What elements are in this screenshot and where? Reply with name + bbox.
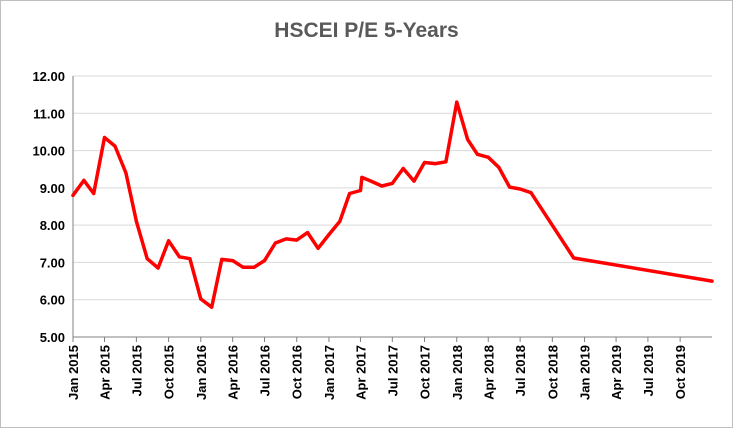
y-tick-label: 12.00 xyxy=(32,69,65,84)
axes xyxy=(72,76,712,342)
series-line xyxy=(71,100,714,309)
x-tick-label: Jan 2017 xyxy=(322,345,337,400)
data-point xyxy=(412,179,416,183)
y-tick-label: 9.00 xyxy=(40,181,65,196)
data-point xyxy=(273,241,277,245)
x-tick-label: Oct 2015 xyxy=(162,345,177,399)
data-point xyxy=(433,162,437,166)
data-point xyxy=(475,152,480,156)
data-point xyxy=(210,305,214,309)
x-tick-label: Oct 2018 xyxy=(545,345,560,399)
data-point xyxy=(508,185,512,189)
data-point xyxy=(401,166,405,171)
data-point xyxy=(188,257,192,261)
data-point xyxy=(295,238,299,242)
data-point xyxy=(529,191,533,195)
x-tick-label: Apr 2019 xyxy=(609,345,624,400)
x-tick-label: Jan 2018 xyxy=(450,345,465,400)
data-point xyxy=(369,179,373,183)
y-tick-label: 7.00 xyxy=(40,255,65,270)
data-point xyxy=(360,175,364,180)
data-point xyxy=(113,144,117,148)
data-point xyxy=(358,188,363,193)
data-point xyxy=(145,257,149,261)
data-point xyxy=(284,237,288,241)
data-point xyxy=(177,255,182,259)
data-point xyxy=(305,231,310,235)
data-point xyxy=(220,257,224,262)
chart-title: HSCEI P/E 5-Years xyxy=(274,19,459,42)
data-point xyxy=(348,191,352,196)
data-point xyxy=(497,165,501,169)
data-point xyxy=(455,100,459,104)
data-point xyxy=(199,297,203,301)
data-point xyxy=(380,184,384,188)
data-point xyxy=(82,178,86,182)
x-tick-labels: Jan 2015 Apr 2015 Jul 2015 Oct 2015 Jan 2016… xyxy=(66,345,688,400)
data-point xyxy=(316,246,320,250)
x-tick-label: Jul 2017 xyxy=(385,345,400,396)
y-tick-label: 8.00 xyxy=(40,218,65,233)
grid-lines xyxy=(73,75,712,301)
data-point xyxy=(444,160,448,164)
data-point xyxy=(156,266,160,270)
data-point xyxy=(710,279,714,283)
x-tick-label: Oct 2019 xyxy=(673,345,688,399)
y-tick-label: 5.00 xyxy=(40,330,65,345)
data-point xyxy=(466,137,470,141)
data-point xyxy=(486,155,490,159)
y-tick-label: 11.00 xyxy=(33,106,65,121)
data-point xyxy=(92,191,96,196)
data-point xyxy=(124,171,128,175)
data-point xyxy=(572,256,576,260)
x-tick-label: Apr 2017 xyxy=(353,345,368,400)
x-tick-label: Jul 2015 xyxy=(129,345,144,396)
data-point xyxy=(102,135,107,140)
y-tick-labels: 5.00 6.00 7.00 8.00 9.00 10.00 11.00 12.00 xyxy=(32,69,65,345)
x-tick-label: Oct 2017 xyxy=(418,345,433,399)
x-tick-label: Jul 2018 xyxy=(513,345,528,396)
x-tick-label: Oct 2016 xyxy=(290,345,305,399)
x-tick-label: Apr 2018 xyxy=(481,345,496,400)
data-point xyxy=(252,265,256,269)
data-point xyxy=(231,258,235,263)
data-point xyxy=(422,160,427,165)
x-tick-label: Jul 2019 xyxy=(641,345,656,396)
data-point xyxy=(166,239,171,243)
data-point xyxy=(134,219,138,224)
x-tick-label: Apr 2015 xyxy=(98,345,113,400)
data-point xyxy=(390,181,394,185)
data-point xyxy=(241,265,245,269)
x-tick-label: Jan 2015 xyxy=(66,345,81,400)
data-point xyxy=(338,219,342,224)
x-tick-label: Apr 2016 xyxy=(226,345,241,400)
series-layer xyxy=(71,100,714,309)
data-point xyxy=(71,193,75,197)
data-point xyxy=(262,258,267,263)
y-tick-label: 10.00 xyxy=(32,144,65,159)
x-tick-label: Jan 2019 xyxy=(578,345,593,400)
data-point xyxy=(327,232,331,237)
x-tick-label: Jul 2016 xyxy=(258,345,273,396)
data-point xyxy=(518,187,522,191)
y-tick-label: 6.00 xyxy=(40,293,65,308)
x-tick-label: Jan 2016 xyxy=(194,345,209,400)
